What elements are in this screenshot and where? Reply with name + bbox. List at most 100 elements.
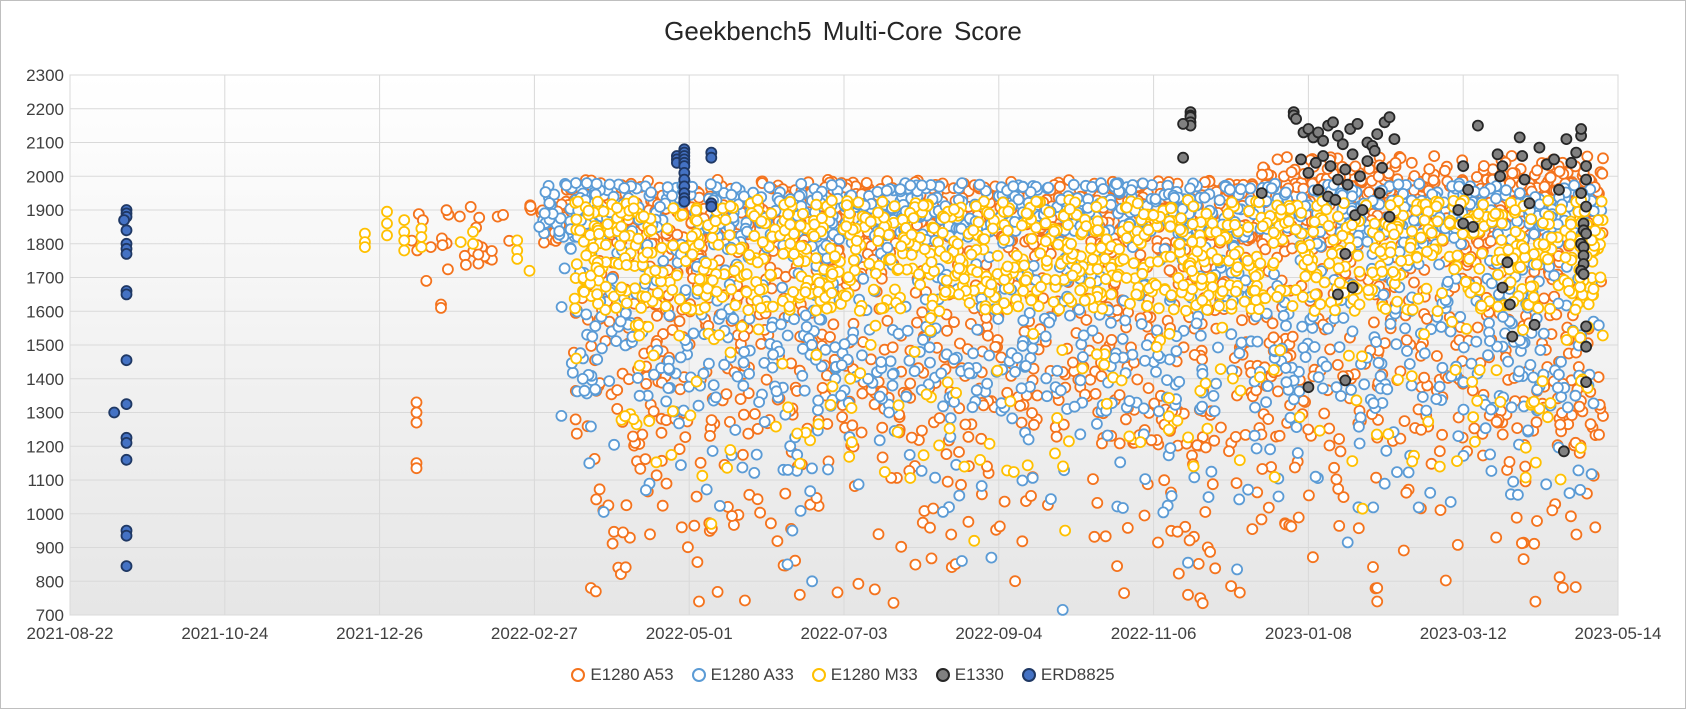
- data-point: [654, 200, 666, 213]
- data-point: [633, 329, 646, 342]
- data-point: [589, 585, 602, 598]
- data-point: [647, 349, 660, 362]
- data-point: [967, 347, 979, 360]
- data-point: [905, 228, 918, 241]
- data-point: [755, 215, 768, 228]
- data-point: [1249, 401, 1261, 414]
- data-point: [1017, 314, 1030, 327]
- data-point: [1323, 422, 1336, 435]
- data-point: [1309, 288, 1322, 301]
- data-point: [1063, 203, 1076, 216]
- data-point: [686, 230, 698, 243]
- data-point: [1228, 248, 1241, 261]
- data-point: [410, 406, 423, 419]
- data-point: [856, 349, 868, 362]
- data-point: [1532, 302, 1545, 314]
- data-point: [454, 236, 467, 249]
- y-tick-label: 700: [36, 606, 64, 625]
- data-point: [723, 229, 736, 242]
- data-point: [900, 390, 913, 403]
- data-point: [998, 297, 1010, 310]
- data-point: [636, 428, 649, 441]
- data-point: [1339, 247, 1352, 260]
- data-point: [1050, 430, 1063, 443]
- data-point: [1026, 342, 1039, 355]
- data-point: [813, 276, 826, 289]
- data-point: [673, 329, 686, 342]
- data-point: [1118, 587, 1130, 599]
- data-point: [881, 241, 894, 254]
- data-point: [884, 253, 897, 266]
- data-point: [1216, 285, 1229, 298]
- data-point: [872, 528, 885, 541]
- data-point: [1039, 217, 1052, 230]
- data-point: [1147, 209, 1160, 222]
- data-point: [1289, 461, 1301, 474]
- data-point: [566, 366, 579, 379]
- data-point: [736, 461, 749, 474]
- data-point: [700, 483, 713, 496]
- y-tick-label: 2100: [26, 134, 64, 153]
- data-point: [711, 586, 724, 598]
- data-point: [1587, 283, 1600, 295]
- data-point: [1323, 439, 1336, 452]
- data-point: [873, 390, 886, 403]
- data-point: [1135, 318, 1148, 330]
- data-point: [580, 308, 593, 321]
- data-point: [1007, 466, 1020, 478]
- data-point: [1187, 200, 1200, 213]
- data-point: [751, 256, 764, 269]
- data-point: [901, 324, 914, 337]
- data-point: [1266, 317, 1279, 330]
- data-point: [864, 215, 877, 228]
- data-point: [614, 315, 627, 328]
- data-point: [1301, 253, 1314, 266]
- data-point: [1367, 501, 1380, 514]
- data-point: [799, 286, 812, 299]
- data-point: [796, 369, 809, 382]
- data-point: [676, 208, 689, 221]
- data-point: [959, 418, 972, 431]
- data-point: [1529, 456, 1542, 469]
- data-point: [1564, 238, 1577, 251]
- data-point: [907, 212, 920, 225]
- data-point: [1010, 249, 1023, 262]
- data-point: [1329, 304, 1341, 317]
- data-point: [1595, 195, 1608, 208]
- data-point: [920, 388, 933, 401]
- data-point: [600, 238, 612, 251]
- x-tick-label: 2023-05-14: [1575, 624, 1662, 643]
- data-point: [810, 304, 822, 317]
- data-point: [933, 305, 946, 318]
- data-point: [1460, 322, 1473, 335]
- data-point: [1412, 292, 1425, 305]
- data-point: [1469, 435, 1481, 448]
- data-point: [675, 521, 688, 534]
- data-point: [1295, 206, 1308, 219]
- data-point: [1528, 537, 1541, 550]
- data-point: [1405, 156, 1418, 169]
- scatter-plot: 7008009001000110012001300140015001600170…: [26, 66, 1662, 643]
- data-point: [1201, 303, 1213, 316]
- data-point: [1496, 217, 1508, 230]
- data-point: [1399, 322, 1411, 335]
- data-point: [1114, 456, 1127, 469]
- data-point: [770, 420, 782, 433]
- data-point: [1255, 513, 1268, 526]
- data-point: [1131, 197, 1144, 210]
- data-point: [580, 177, 593, 190]
- data-point: [1026, 407, 1038, 419]
- data-point: [1317, 134, 1329, 147]
- data-point: [1410, 204, 1423, 217]
- data-point: [941, 376, 954, 389]
- data-point: [1202, 491, 1215, 504]
- data-point: [1268, 471, 1281, 483]
- data-point: [725, 243, 738, 256]
- data-point: [1180, 304, 1192, 317]
- data-point: [671, 228, 684, 241]
- data-point: [1286, 330, 1299, 343]
- data-point: [799, 309, 812, 322]
- data-point: [538, 236, 550, 249]
- data-point: [690, 490, 703, 503]
- data-point: [1231, 261, 1244, 274]
